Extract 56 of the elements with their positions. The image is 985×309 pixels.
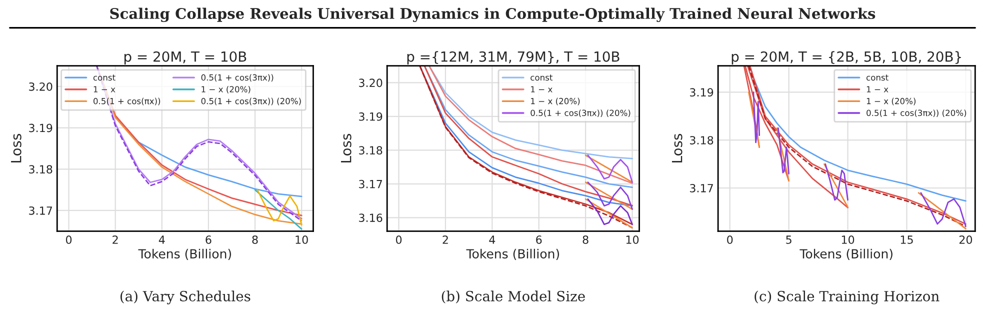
legend-label: 1 − x (20%): [866, 98, 916, 106]
x-tick-label: 4: [158, 236, 165, 244]
x-tick-label: 4: [489, 236, 496, 244]
chart-title: p = 20M, T = {2B, 5B, 10B, 20B}: [732, 51, 961, 65]
y-tick-label: 3.19: [359, 112, 382, 121]
y-tick-label: 3.16: [359, 214, 382, 222]
legend-label: 0.5(1 + cos(3πx)): [201, 74, 274, 82]
text: (a) Vary Schedules: [120, 290, 250, 304]
x-tick-label: 0: [66, 235, 72, 244]
legend-label: 1 − x: [866, 86, 888, 92]
x-tick-label: 0: [727, 235, 733, 244]
x-tick-label: 15: [900, 236, 913, 244]
chart-title: p = 20M, T = 10B: [124, 51, 246, 65]
legend-label: 0.5(1 + cos(3πx)) (20%): [201, 98, 301, 106]
y-tick-label: 3.17: [690, 184, 713, 192]
x-tick-label: 5: [786, 236, 792, 244]
legend-label: 0.5(1 + cos(3πx)) (20%): [866, 110, 966, 118]
x-tick-label: 10: [296, 235, 308, 244]
y-tick-label: 3.19: [29, 124, 52, 132]
x-tick-label: 20: [959, 235, 972, 244]
x-tick-label: 10: [842, 235, 854, 244]
y-axis-title: Loss: [341, 134, 352, 162]
x-tick-label: 10: [626, 235, 639, 244]
x-tick-label: 2: [442, 235, 448, 244]
y-axis-title: Loss: [672, 134, 682, 162]
y-tick-label: 3.18: [690, 136, 714, 144]
y-tick-label: 3.18: [29, 165, 52, 174]
y-tick-label: 3.17: [359, 180, 382, 188]
y-tick-label: 3.17: [29, 206, 52, 215]
y-tick-label: 3.18: [359, 146, 382, 155]
legend-label: 1 − x (20%): [202, 86, 250, 94]
x-tick-label: 0: [396, 235, 402, 244]
text: Scaling Collapse Reveals Universal Dynamics in Compute-Optimally Trained Neural Networks: [110, 8, 876, 22]
legend-label: 1 − x: [94, 86, 116, 92]
y-tick-label: 3.20: [359, 78, 382, 88]
x-tick-label: 8: [252, 235, 258, 244]
legend-label: const: [93, 74, 116, 81]
x-axis-title: Tokens (Billion): [138, 248, 232, 260]
x-axis-title: Tokens (Billion): [466, 248, 560, 260]
x-axis-title: Tokens (Billion): [800, 248, 892, 260]
chart-title: p ={12M, 31M, 79M}, T = 10B: [407, 51, 620, 65]
legend-label: const: [866, 74, 888, 81]
y-axis-title: Loss: [11, 134, 22, 162]
legend-label: 1 − x (20%): [531, 98, 580, 106]
legend-label: 0.5(1 + cos(πx)): [94, 98, 160, 106]
text: (b) Scale Model Size: [442, 290, 585, 304]
x-tick-label: 6: [206, 235, 212, 244]
x-tick-label: 8: [582, 235, 588, 244]
text: (c) Scale Training Horizon: [754, 290, 940, 304]
y-tick-label: 3.20: [29, 82, 52, 91]
y-tick-label: 3.19: [690, 88, 714, 97]
legend-label: 1 − x: [531, 86, 552, 92]
x-tick-label: 6: [536, 235, 542, 244]
legend-label: const: [530, 74, 553, 81]
legend-label: 0.5(1 + cos(3πx)) (20%): [530, 110, 630, 118]
x-tick-label: 2: [112, 235, 118, 244]
